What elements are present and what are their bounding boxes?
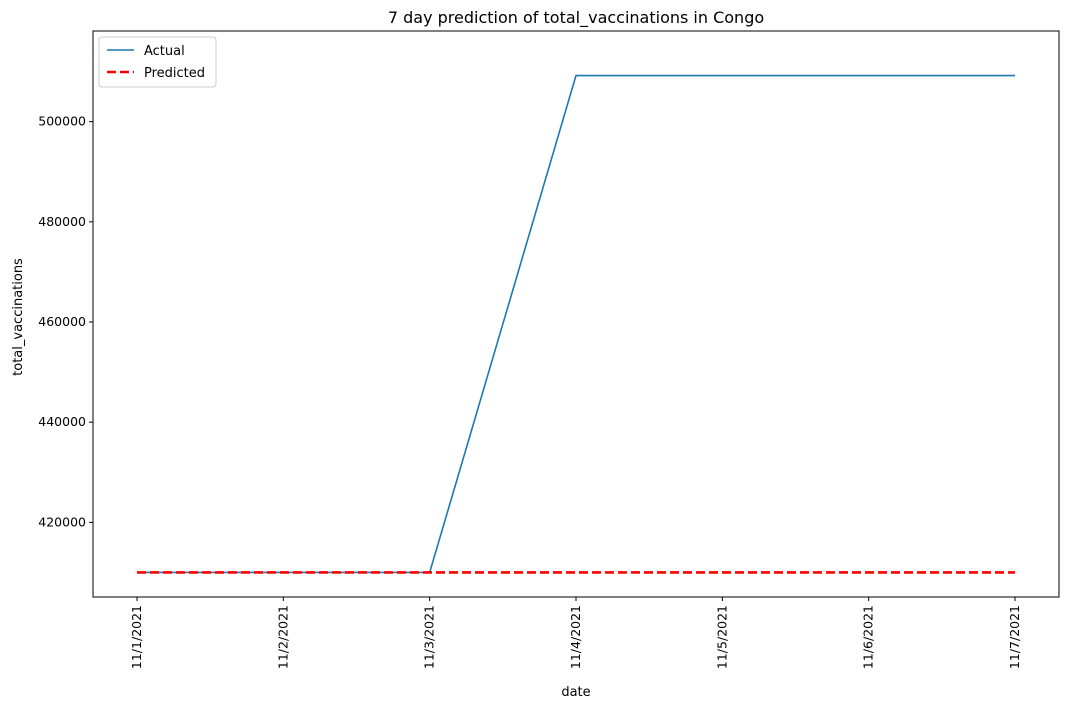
- y-axis-label: total_vaccinations: [11, 258, 26, 376]
- y-tick-label: 480000: [38, 214, 86, 229]
- x-tick-label: 11/3/2021: [422, 605, 437, 669]
- legend-label-actual: Actual: [144, 44, 185, 59]
- x-tick-label: 11/5/2021: [714, 605, 729, 669]
- x-tick-label: 11/2/2021: [275, 605, 290, 669]
- x-axis-label: date: [561, 685, 590, 700]
- y-tick-label: 440000: [38, 414, 86, 429]
- plot-frame: [92, 30, 1060, 598]
- x-tick-label: 11/4/2021: [568, 605, 583, 669]
- y-tick-label: 420000: [38, 514, 86, 529]
- legend-label-predicted: Predicted: [144, 66, 205, 81]
- y-tick-label: 500000: [38, 114, 86, 129]
- x-tick-label: 11/1/2021: [129, 605, 144, 669]
- legend: Actual Predicted: [98, 36, 217, 88]
- x-tick-label: 11/6/2021: [861, 605, 876, 669]
- y-tick-label: 460000: [38, 314, 86, 329]
- chart-title: 7 day prediction of total_vaccinations i…: [388, 8, 764, 28]
- x-tick-label: 11/7/2021: [1007, 605, 1022, 669]
- series-line-actual: [137, 74, 1015, 574]
